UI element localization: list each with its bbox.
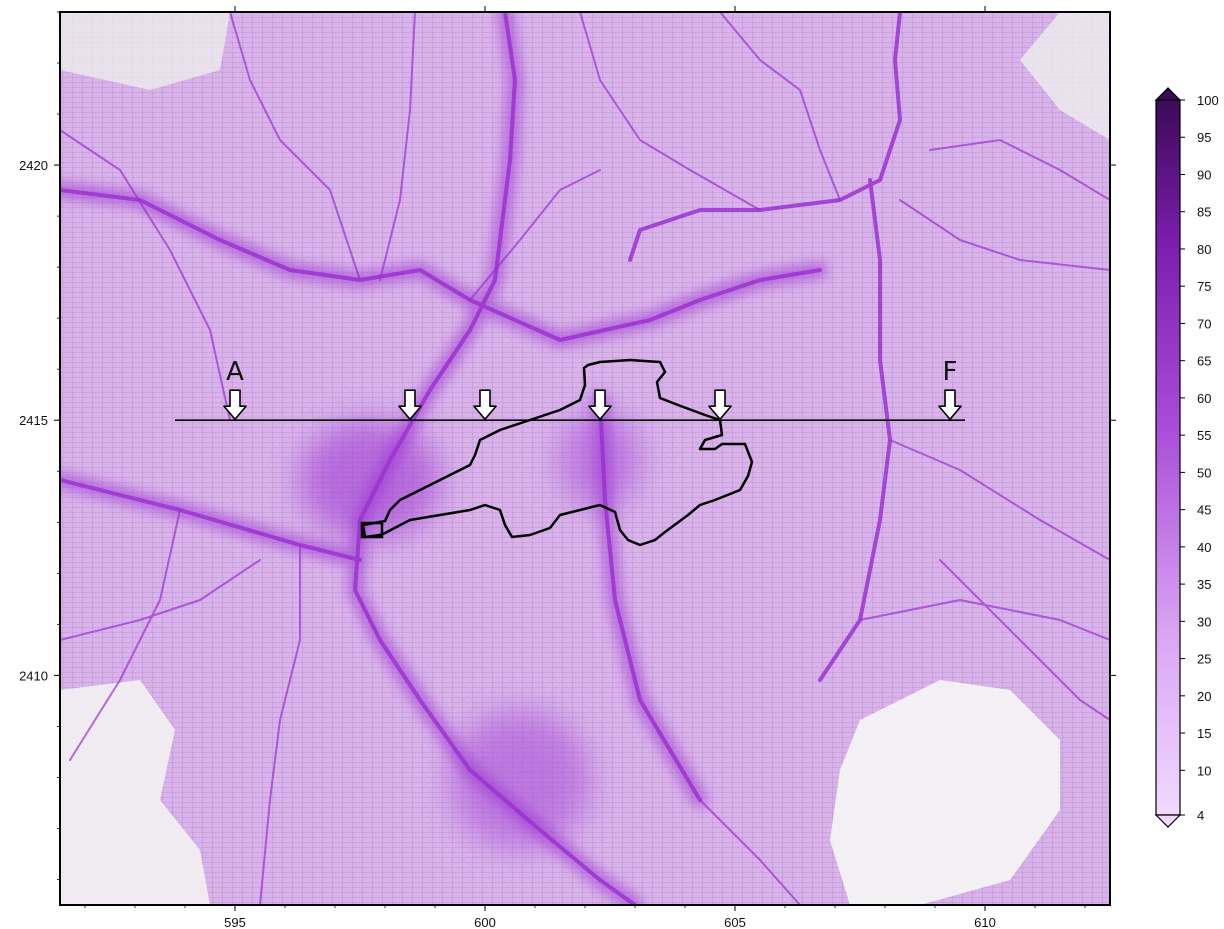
colorbar-label: 65 — [1197, 354, 1211, 369]
colorbar-top-triangle — [1154, 87, 1182, 101]
road-network — [60, 12, 1110, 905]
colorbar-label: 15 — [1197, 726, 1211, 741]
colorbar-label: 60 — [1197, 391, 1211, 406]
colorbar: 100 95 90 85 80 75 70 65 60 55 50 45 40 35 30 25 20 15 10 4 — [1154, 87, 1219, 828]
white-area-sw — [60, 680, 210, 905]
colorbar-label: 25 — [1197, 652, 1211, 667]
x-tick-label: 605 — [724, 915, 746, 929]
colorbar-label: 80 — [1197, 242, 1211, 257]
colorbar-label: 95 — [1197, 130, 1211, 145]
colorbar-label: 20 — [1197, 689, 1211, 704]
colorbar-label: 45 — [1197, 503, 1211, 518]
x-tick-label: 600 — [474, 915, 496, 929]
colorbar-label: 75 — [1197, 279, 1211, 294]
transect-start-label: A — [226, 357, 244, 387]
colorbar-label: 30 — [1197, 614, 1211, 629]
colorbar-label: 4 — [1197, 808, 1204, 823]
white-area-ne — [1020, 12, 1110, 140]
map-area — [60, 12, 1110, 905]
transect-arrow — [708, 389, 732, 421]
transect-arrow — [398, 389, 422, 421]
axis-ticks: 595 600 605 610 2410 2415 2420 — [19, 6, 1116, 929]
study-area-inset — [360, 521, 384, 539]
study-area-outline — [361, 358, 754, 547]
white-area-nw — [60, 12, 230, 90]
white-area-se — [830, 680, 1060, 905]
colorbar-ticks: 100 95 90 85 80 75 70 65 60 55 50 45 40 35 30 25 20 15 10 4 — [1180, 93, 1219, 823]
colorbar-label: 90 — [1197, 167, 1211, 182]
colorbar-label: 70 — [1197, 316, 1211, 331]
x-tick-label: 610 — [974, 915, 996, 929]
x-tick-label: 595 — [224, 915, 246, 929]
colorbar-label: 100 — [1197, 93, 1219, 108]
transect-end-label: F — [943, 357, 958, 387]
colorbar-label: 55 — [1197, 428, 1211, 443]
transect-arrow — [473, 389, 497, 421]
colorbar-bottom-triangle — [1154, 814, 1182, 828]
y-tick-label: 2410 — [19, 668, 48, 683]
transect-arrow — [223, 389, 247, 421]
colorbar-label: 85 — [1197, 205, 1211, 220]
transect-arrow — [938, 389, 962, 421]
colorbar-label: 35 — [1197, 577, 1211, 592]
colorbar-label: 40 — [1197, 540, 1211, 555]
colorbar-label: 50 — [1197, 465, 1211, 480]
y-tick-label: 2420 — [19, 158, 48, 173]
y-tick-label: 2415 — [19, 413, 48, 428]
transect-arrow — [588, 389, 612, 421]
colorbar-scale — [1155, 99, 1181, 816]
colorbar-label: 10 — [1197, 763, 1211, 778]
